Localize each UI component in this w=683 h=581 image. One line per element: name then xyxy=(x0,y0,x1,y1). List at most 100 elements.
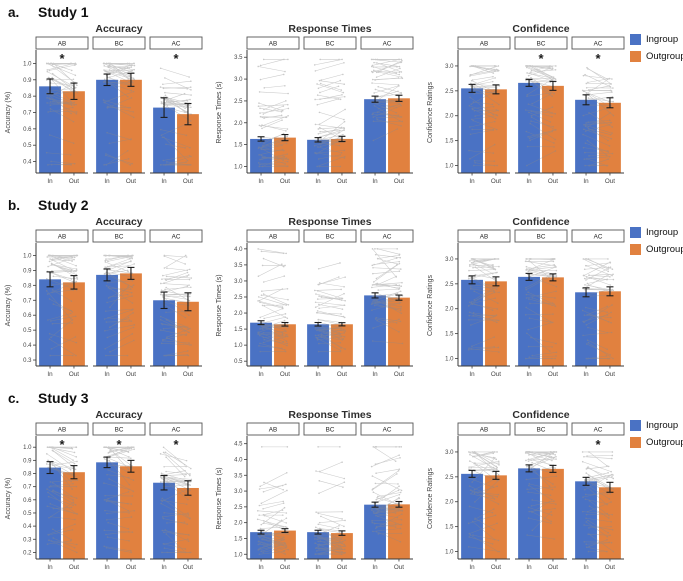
error-bar xyxy=(492,276,500,287)
y-axis-label: Accuracy (%) xyxy=(5,478,12,520)
error-bar xyxy=(103,456,111,469)
y-axis-label: Confidence Ratings xyxy=(427,274,434,336)
study2-accuracy-chart: Accuracy 0.3 0.4 0.5 0.6 0.7 0.8 0.9 1.0 Accuracy… xyxy=(2,215,204,383)
bar-outgroup xyxy=(120,466,142,559)
svg-text:0.3: 0.3 xyxy=(23,358,32,364)
svg-text:Out: Out xyxy=(491,178,501,185)
facet-ac: AC In Out xyxy=(360,36,414,185)
legend-label-outgroup: Outgroup xyxy=(646,437,683,448)
bar-ingroup xyxy=(575,99,597,173)
significance-star: * xyxy=(538,51,544,66)
row-charts: Accuracy 0.3 0.4 0.5 0.6 0.7 0.8 0.9 1.0 Accuracy… xyxy=(0,215,683,383)
svg-text:AB: AB xyxy=(58,427,66,434)
error-bar xyxy=(468,83,476,93)
facet-strip xyxy=(457,229,511,243)
bar-outgroup xyxy=(485,281,507,366)
svg-text:3.5: 3.5 xyxy=(234,55,243,61)
error-bar xyxy=(184,292,192,312)
svg-text:2.0: 2.0 xyxy=(234,311,243,317)
svg-text:2.5: 2.5 xyxy=(445,282,454,288)
svg-text:1.0: 1.0 xyxy=(23,61,32,67)
individual-lines xyxy=(581,66,615,167)
y-axis: 1.0 1.5 2.0 2.5 3.0 xyxy=(445,436,459,559)
svg-text:In: In xyxy=(47,564,53,571)
facet-strip xyxy=(246,229,300,243)
svg-text:In: In xyxy=(258,371,264,378)
facet-strip xyxy=(303,36,357,50)
svg-text:1.0: 1.0 xyxy=(234,164,243,170)
bar-ingroup xyxy=(364,504,386,559)
significance-star: * xyxy=(59,437,65,452)
svg-text:Response Times: Response Times xyxy=(288,409,371,421)
svg-text:In: In xyxy=(583,371,589,378)
ingroup-swatch xyxy=(630,420,641,431)
facet-ac: AC * In Out xyxy=(571,36,625,185)
svg-text:Out: Out xyxy=(183,371,193,378)
facet-ac: AC * In Out xyxy=(149,36,203,185)
svg-text:Out: Out xyxy=(183,178,193,185)
study1-confidence-chart-svg: Confidence 1.0 1.5 2.0 2.5 3.0 Confidence Rati… xyxy=(427,23,625,185)
y-axis: 1.0 1.5 2.0 2.5 3.0 xyxy=(445,50,459,173)
facet-strip xyxy=(35,422,89,436)
facet-strip xyxy=(149,229,203,243)
bar-ingroup xyxy=(518,276,540,366)
svg-text:BC: BC xyxy=(115,234,124,241)
facet-ac: AC In Out xyxy=(149,229,203,378)
bar-ingroup xyxy=(39,86,61,173)
svg-text:0.9: 0.9 xyxy=(23,458,32,464)
svg-text:Out: Out xyxy=(605,371,615,378)
svg-text:In: In xyxy=(469,564,475,571)
study1-confidence-chart: Confidence 1.0 1.5 2.0 2.5 3.0 Confidence Rati… xyxy=(424,22,626,190)
individual-lines xyxy=(581,451,615,553)
significance-star: * xyxy=(173,51,179,66)
svg-text:1.0: 1.0 xyxy=(23,445,32,451)
svg-text:Out: Out xyxy=(280,371,290,378)
svg-text:2.0: 2.0 xyxy=(234,121,243,127)
error-bar xyxy=(468,469,476,478)
svg-text:BC: BC xyxy=(326,234,335,241)
bar-outgroup xyxy=(63,282,85,366)
individual-lines xyxy=(257,248,290,353)
svg-text:AB: AB xyxy=(58,41,66,48)
svg-text:BC: BC xyxy=(537,41,546,48)
individual-lines xyxy=(468,65,501,167)
bar-outgroup xyxy=(485,475,507,559)
bar-outgroup xyxy=(177,301,199,366)
facet-ac: AC In Out xyxy=(360,422,414,571)
svg-text:Out: Out xyxy=(280,564,290,571)
study1-response-times-chart: Response Times 1.0 1.5 2.0 2.5 3.0 3.5 Response… xyxy=(213,22,415,190)
bar-outgroup xyxy=(177,114,199,173)
svg-text:0.5: 0.5 xyxy=(234,359,243,365)
svg-text:BC: BC xyxy=(326,427,335,434)
svg-text:3.5: 3.5 xyxy=(234,263,243,269)
bar-ingroup xyxy=(250,322,272,366)
svg-text:AC: AC xyxy=(383,234,392,241)
error-bar xyxy=(468,275,476,285)
bar-outgroup xyxy=(542,468,564,559)
legend-label-ingroup: Ingroup xyxy=(646,420,679,431)
row-letter: b. xyxy=(8,198,20,213)
individual-lines xyxy=(45,446,79,554)
individual-lines xyxy=(370,58,404,142)
error-bar xyxy=(103,268,111,282)
svg-text:In: In xyxy=(583,564,589,571)
legend-item-ingroup: Ingroup xyxy=(630,420,683,431)
error-bar xyxy=(257,529,265,535)
study1-response-times-chart-svg: Response Times 1.0 1.5 2.0 2.5 3.0 3.5 Response… xyxy=(216,23,414,185)
facet-strip xyxy=(457,422,511,436)
y-axis-label: Confidence Ratings xyxy=(427,467,434,529)
svg-text:AB: AB xyxy=(480,234,488,241)
svg-text:Out: Out xyxy=(491,371,501,378)
svg-text:Confidence: Confidence xyxy=(512,216,569,228)
svg-text:0.5: 0.5 xyxy=(23,143,32,149)
svg-text:Out: Out xyxy=(605,564,615,571)
significance-star: * xyxy=(595,437,601,452)
significance-star: * xyxy=(116,437,122,452)
legend-label-outgroup: Outgroup xyxy=(646,51,683,62)
study1-accuracy-chart-svg: Accuracy 0.4 0.5 0.6 0.7 0.8 0.9 1.0 Accuracy (%… xyxy=(5,23,203,185)
svg-text:0.4: 0.4 xyxy=(23,524,32,530)
svg-text:Out: Out xyxy=(491,564,501,571)
ingroup-swatch xyxy=(630,34,641,45)
row-study-name: Study 2 xyxy=(38,197,89,213)
error-bar xyxy=(371,501,379,508)
